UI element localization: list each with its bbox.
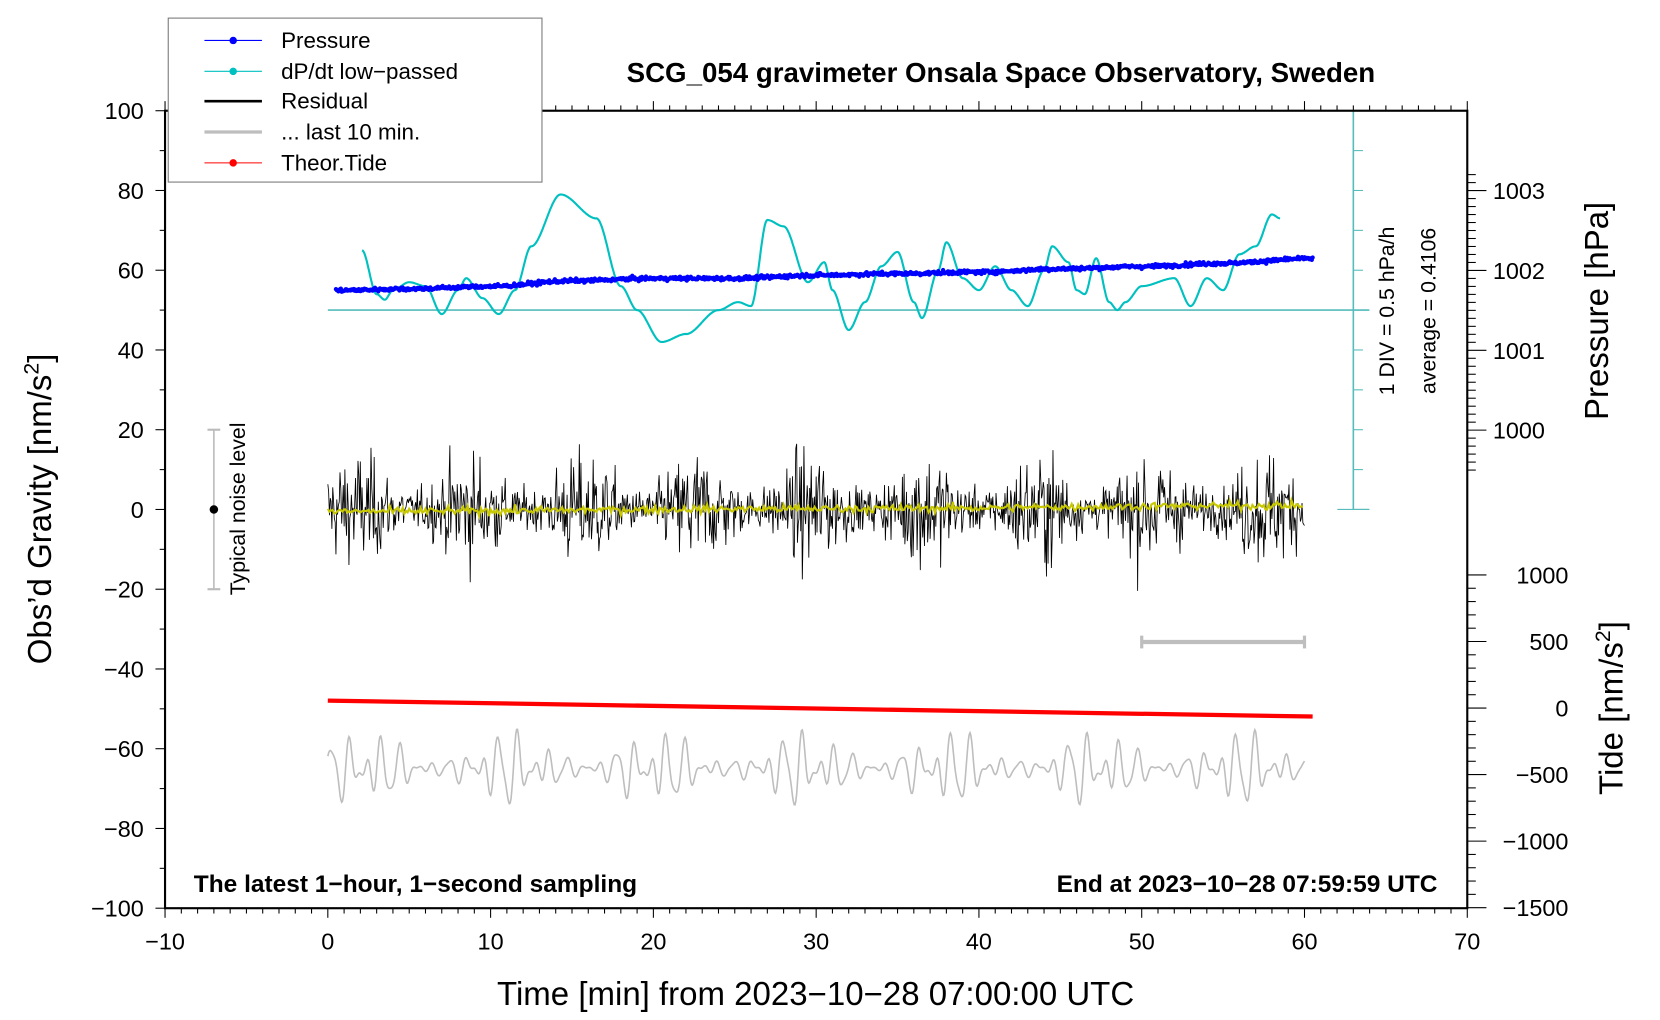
x-tick-label: 10 (478, 929, 504, 955)
noise-level-dot (209, 505, 219, 514)
y-axis-label-end: ] (21, 354, 58, 363)
annotation-div-scale: 1 DIV = 0.5 hPa/h (1375, 227, 1399, 396)
y-tick-label: −100 (91, 896, 144, 922)
y-tick-label: 40 (118, 337, 144, 363)
pressure-point (1310, 255, 1315, 260)
x-tick-label: 0 (321, 929, 334, 955)
pressure-tick-label: 1000 (1493, 418, 1545, 444)
y-axis-label: Obs’d Gravity [nm/s2] (19, 354, 58, 665)
tide-tick-label: −500 (1516, 762, 1569, 788)
tide-tick-label: 0 (1555, 696, 1568, 722)
y-tick-label: 60 (118, 258, 144, 284)
plot-area (207, 110, 1370, 806)
x-tick-label: 40 (966, 929, 992, 955)
x-tick-label: 50 (1129, 929, 1155, 955)
y-axis-label-main: Obs’d Gravity [nm/s (21, 375, 58, 665)
dpdt-line (361, 193, 1281, 344)
legend-last10: ... last 10 min. (204, 119, 420, 144)
y-tick-label: −80 (104, 816, 144, 842)
legend-label: Pressure (281, 28, 370, 53)
axes: −10 0 10 20 30 40 50 60 70100806040200−20−40−60−… (91, 98, 1568, 954)
tide-tick-label: −1500 (1503, 895, 1569, 921)
pressure-tick-label: 1001 (1493, 338, 1545, 364)
y-tick-label: 0 (131, 497, 144, 523)
y-tick-label: −20 (104, 577, 144, 603)
y-tick-label: 80 (118, 178, 144, 204)
legend-label: ... last 10 min. (281, 119, 420, 144)
tide-axis-label: Tide [nm/s2] (1591, 621, 1630, 795)
pressure-tick-label: 1003 (1493, 178, 1545, 204)
residual-line (327, 443, 1305, 591)
y-tick-label: 20 (118, 417, 144, 443)
legend-label: Theor.Tide (281, 150, 387, 175)
tide-axis-label-end: ] (1593, 621, 1630, 630)
y-tick-label: 100 (105, 98, 144, 124)
tide-tick-label: 1000 (1516, 562, 1568, 588)
x-axis-label: Time [min] from 2023−10−28 07:00:00 UTC (497, 975, 1134, 1012)
legend-residual: Residual (204, 89, 368, 114)
x-tick-label: 30 (803, 929, 829, 955)
x-tick-label: 70 (1454, 929, 1480, 955)
annotation-average: average = 0.4106 (1416, 228, 1440, 394)
pressure-series (333, 254, 1315, 294)
y-tick-label: −40 (104, 656, 144, 682)
legend-pressure: Pressure (204, 28, 371, 53)
tide-tick-label: −1000 (1503, 829, 1569, 855)
legend-dpdt: dP/dt low−passed (204, 59, 458, 84)
legend-label: dP/dt low−passed (281, 59, 458, 84)
y-tick-label: −60 (104, 736, 144, 762)
residual-smoothed-line (326, 496, 1304, 521)
legend-label: Residual (281, 89, 368, 114)
x-tick-label: −10 (145, 929, 185, 955)
pressure-tick-label: 1002 (1493, 258, 1545, 284)
pressure-axis-label: Pressure [hPa] (1578, 202, 1615, 420)
annotation-end-time: End at 2023−10−28 07:59:59 UTC (1057, 871, 1438, 898)
x-tick-label: 60 (1291, 929, 1317, 955)
tide-tick-label: 500 (1529, 629, 1568, 655)
y-axis-label-sup: 2 (19, 363, 43, 375)
last-10-min-line (327, 727, 1306, 806)
legend-tide: Theor.Tide (204, 150, 387, 175)
tide-axis-label-sup: 2 (1591, 630, 1615, 642)
theor-tide-line (327, 698, 1313, 719)
legend: Pressure dP/dt low−passed Residual ... l… (167, 17, 543, 183)
annotation-sampling: The latest 1−hour, 1−second sampling (194, 871, 637, 898)
x-tick-label: 20 (640, 929, 666, 955)
annotation-noise: Typical noise level (226, 423, 250, 596)
chart-title: SCG_054 gravimeter Onsala Space Observat… (627, 57, 1376, 88)
tide-axis-label-main: Tide [nm/s (1593, 642, 1630, 795)
